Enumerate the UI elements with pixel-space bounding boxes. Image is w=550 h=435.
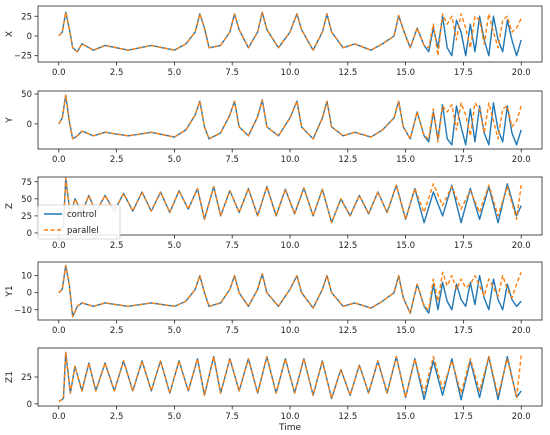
x-tick-label: 7.5	[225, 68, 239, 78]
panel-4: 0.0 2.5 5.0 7.5 10.0 12.5 15.0 17.5 20.0 −10 0 10 Y1	[5, 261, 543, 336]
series-line-parallel	[58, 94, 522, 143]
y-tick-label: 25	[21, 373, 32, 383]
y-axis-label: Y	[5, 117, 15, 124]
y-tick-label: 25	[21, 212, 32, 222]
y-tick-label: −10	[14, 306, 32, 316]
x-tick-label: 10.0	[281, 155, 300, 165]
x-axis-label: Time	[278, 423, 301, 433]
y-tick-label: 50	[21, 195, 32, 205]
x-tick-label: 2.5	[110, 241, 124, 251]
y-axis-label: Y1	[5, 285, 15, 297]
x-tick-label: 7.5	[225, 155, 239, 165]
x-tick-label: 20.0	[512, 412, 531, 422]
x-tick-label: 0.0	[52, 68, 66, 78]
x-tick-label: 20.0	[512, 326, 531, 336]
x-tick-label: 12.5	[338, 155, 357, 165]
series-line-parallel	[58, 264, 522, 318]
x-tick-label: 2.5	[110, 326, 124, 336]
x-tick-label: 12.5	[338, 68, 357, 78]
y-tick-label: 0	[27, 400, 32, 410]
axes-frame	[37, 261, 543, 321]
y-axis-label: X	[5, 31, 15, 37]
y-tick-label: 25	[21, 12, 32, 22]
legend: control parallel	[37, 204, 121, 240]
series-line-control	[58, 94, 522, 146]
y-tick-label: 50	[21, 90, 32, 100]
series-line-parallel	[58, 351, 522, 403]
y-tick-label: 0	[27, 32, 32, 42]
y-tick-label: 0	[27, 120, 32, 130]
x-tick-label: 7.5	[225, 241, 239, 251]
x-tick-label: 15.0	[396, 155, 415, 165]
y-tick-label: 10	[21, 272, 32, 282]
x-tick-label: 5.0	[168, 241, 182, 251]
y-tick-label: −25	[14, 52, 32, 62]
y-axis-label: Z	[5, 203, 15, 209]
x-tick-label: 10.0	[281, 68, 300, 78]
x-tick-label: 5.0	[168, 155, 182, 165]
series-line-parallel	[58, 177, 522, 231]
series-line-control	[58, 351, 522, 403]
x-tick-label: 12.5	[338, 241, 357, 251]
x-tick-label: 15.0	[396, 326, 415, 336]
x-tick-label: 17.5	[454, 68, 473, 78]
x-tick-label: 20.0	[512, 68, 531, 78]
x-tick-label: 17.5	[454, 241, 473, 251]
x-tick-label: 15.0	[396, 68, 415, 78]
x-tick-label: 17.5	[454, 412, 473, 422]
x-tick-label: 7.5	[225, 326, 239, 336]
x-tick-label: 5.0	[168, 326, 182, 336]
series-line-control	[58, 11, 522, 57]
legend-label-parallel: parallel	[67, 226, 99, 236]
x-tick-label: 17.5	[454, 326, 473, 336]
y-tick-label: 0	[27, 289, 32, 299]
panel-2: 0.0 2.5 5.0 7.5 10.0 12.5 15.0 17.5 20.0 0 50 Y	[5, 90, 543, 165]
y-tick-label: 0	[27, 229, 32, 239]
panel-1: 0.0 2.5 5.0 7.5 10.0 12.5 15.0 17.5 20.0 −25 0 25 X	[5, 5, 543, 78]
x-tick-label: 15.0	[396, 241, 415, 251]
x-tick-label: 15.0	[396, 412, 415, 422]
x-tick-label: 17.5	[454, 155, 473, 165]
x-tick-label: 10.0	[281, 241, 300, 251]
x-tick-label: 2.5	[110, 155, 124, 165]
x-tick-label: 2.5	[110, 68, 124, 78]
x-tick-label: 5.0	[168, 68, 182, 78]
x-tick-label: 0.0	[52, 241, 66, 251]
x-tick-label: 20.0	[512, 241, 531, 251]
x-tick-label: 12.5	[338, 412, 357, 422]
x-tick-label: 0.0	[52, 326, 66, 336]
x-tick-label: 0.0	[52, 155, 66, 165]
x-tick-label: 0.0	[52, 412, 66, 422]
y-axis-label: Z1	[5, 371, 15, 383]
x-tick-label: 10.0	[281, 412, 300, 422]
x-tick-label: 10.0	[281, 326, 300, 336]
x-tick-label: 5.0	[168, 412, 182, 422]
x-tick-label: 7.5	[225, 412, 239, 422]
panel-5: 0.0 2.5 5.0 7.5 10.0 12.5 15.0 17.5 20.0 0 25 Z1	[5, 347, 543, 422]
x-tick-label: 2.5	[110, 412, 124, 422]
y-tick-label: 75	[21, 178, 32, 188]
series-line-control	[58, 264, 522, 318]
x-tick-label: 20.0	[512, 155, 531, 165]
legend-label-control: control	[67, 210, 96, 220]
series-line-parallel	[58, 11, 522, 57]
x-tick-label: 12.5	[338, 326, 357, 336]
